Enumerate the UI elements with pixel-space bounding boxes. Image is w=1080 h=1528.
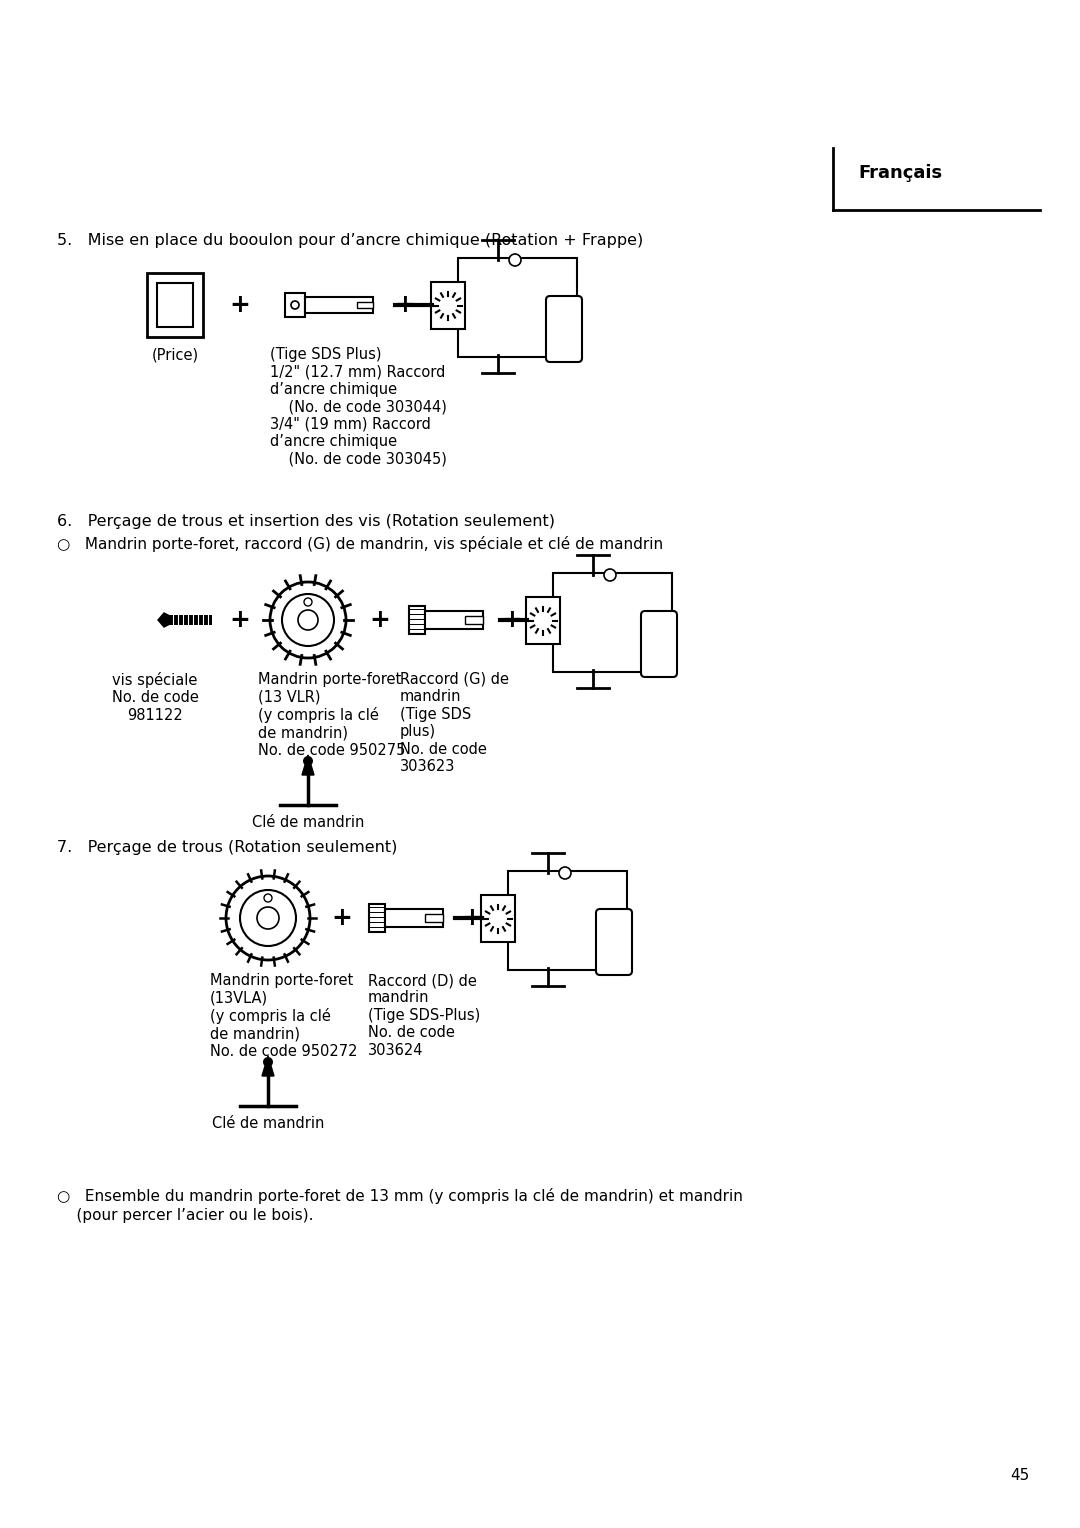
FancyBboxPatch shape [553,573,672,672]
Polygon shape [262,1056,274,1076]
Text: +: + [230,293,251,316]
FancyBboxPatch shape [357,303,373,309]
Circle shape [282,594,334,646]
FancyBboxPatch shape [508,871,627,970]
Text: 7.   Perçage de trous (Rotation seulement): 7. Perçage de trous (Rotation seulement) [57,840,397,856]
Text: (Price): (Price) [151,347,199,362]
Text: Clé de mandrin: Clé de mandrin [212,1115,324,1131]
Text: (Tige SDS Plus)
1/2" (12.7 mm) Raccord
d’ancre chimique
    (No. de code 303044): (Tige SDS Plus) 1/2" (12.7 mm) Raccord d… [270,347,447,466]
Text: 6.   Perçage de trous et insertion des vis (Rotation seulement): 6. Perçage de trous et insertion des vis… [57,513,555,529]
Text: Clé de mandrin: Clé de mandrin [252,814,364,830]
FancyBboxPatch shape [369,905,384,932]
FancyBboxPatch shape [431,283,465,329]
Text: +: + [369,608,391,633]
Circle shape [303,597,312,607]
Text: 45: 45 [1011,1468,1029,1484]
Circle shape [291,301,299,309]
FancyBboxPatch shape [465,616,483,623]
FancyBboxPatch shape [426,914,443,921]
Text: +: + [230,608,251,633]
FancyBboxPatch shape [409,607,426,634]
Text: +: + [332,906,352,931]
Circle shape [257,908,279,929]
Text: ○   Ensemble du mandrin porte-foret de 13 mm (y compris la clé de mandrin) et ma: ○ Ensemble du mandrin porte-foret de 13 … [57,1187,743,1204]
Text: 5.   Mise en place du booulon pour d’ancre chimique (Rotation + Frappe): 5. Mise en place du booulon pour d’ancre… [57,232,644,248]
Text: Raccord (G) de
mandrin
(Tige SDS
plus)
No. de code
303623: Raccord (G) de mandrin (Tige SDS plus) N… [400,672,509,775]
FancyBboxPatch shape [147,274,203,338]
Text: ○   Mandrin porte-foret, raccord (G) de mandrin, vis spéciale et clé de mandrin: ○ Mandrin porte-foret, raccord (G) de ma… [57,536,663,552]
Text: +: + [461,906,483,931]
Text: Raccord (D) de
mandrin
(Tige SDS-Plus)
No. de code
303624: Raccord (D) de mandrin (Tige SDS-Plus) N… [368,973,481,1057]
Text: vis spéciale
No. de code
981122: vis spéciale No. de code 981122 [111,672,199,723]
Text: +: + [394,293,416,316]
Circle shape [264,1057,273,1067]
FancyBboxPatch shape [481,895,515,941]
Circle shape [226,876,310,960]
Text: Français: Français [858,163,942,182]
FancyBboxPatch shape [170,614,212,625]
Polygon shape [158,613,170,626]
FancyBboxPatch shape [642,611,677,677]
Circle shape [240,889,296,946]
Circle shape [604,568,616,581]
Circle shape [298,610,318,630]
FancyBboxPatch shape [285,293,305,316]
Circle shape [509,254,521,266]
Circle shape [559,866,571,879]
Circle shape [270,582,346,659]
FancyBboxPatch shape [546,296,582,362]
Circle shape [264,894,272,902]
Text: (pour percer l’acier ou le bois).: (pour percer l’acier ou le bois). [57,1209,313,1222]
FancyBboxPatch shape [384,909,443,927]
Polygon shape [302,755,314,775]
Circle shape [303,756,313,766]
FancyBboxPatch shape [157,283,193,327]
FancyBboxPatch shape [526,597,561,643]
Text: Mandrin porte-foret
(13VLA)
(y compris la clé
de mandrin)
No. de code 950272: Mandrin porte-foret (13VLA) (y compris l… [210,973,357,1059]
Text: Mandrin porte-foret
(13 VLR)
(y compris la clé
de mandrin)
No. de code 950275: Mandrin porte-foret (13 VLR) (y compris … [258,672,405,758]
FancyBboxPatch shape [458,258,577,358]
FancyBboxPatch shape [426,611,483,630]
FancyBboxPatch shape [305,296,373,313]
FancyBboxPatch shape [596,909,632,975]
Text: +: + [501,608,523,633]
